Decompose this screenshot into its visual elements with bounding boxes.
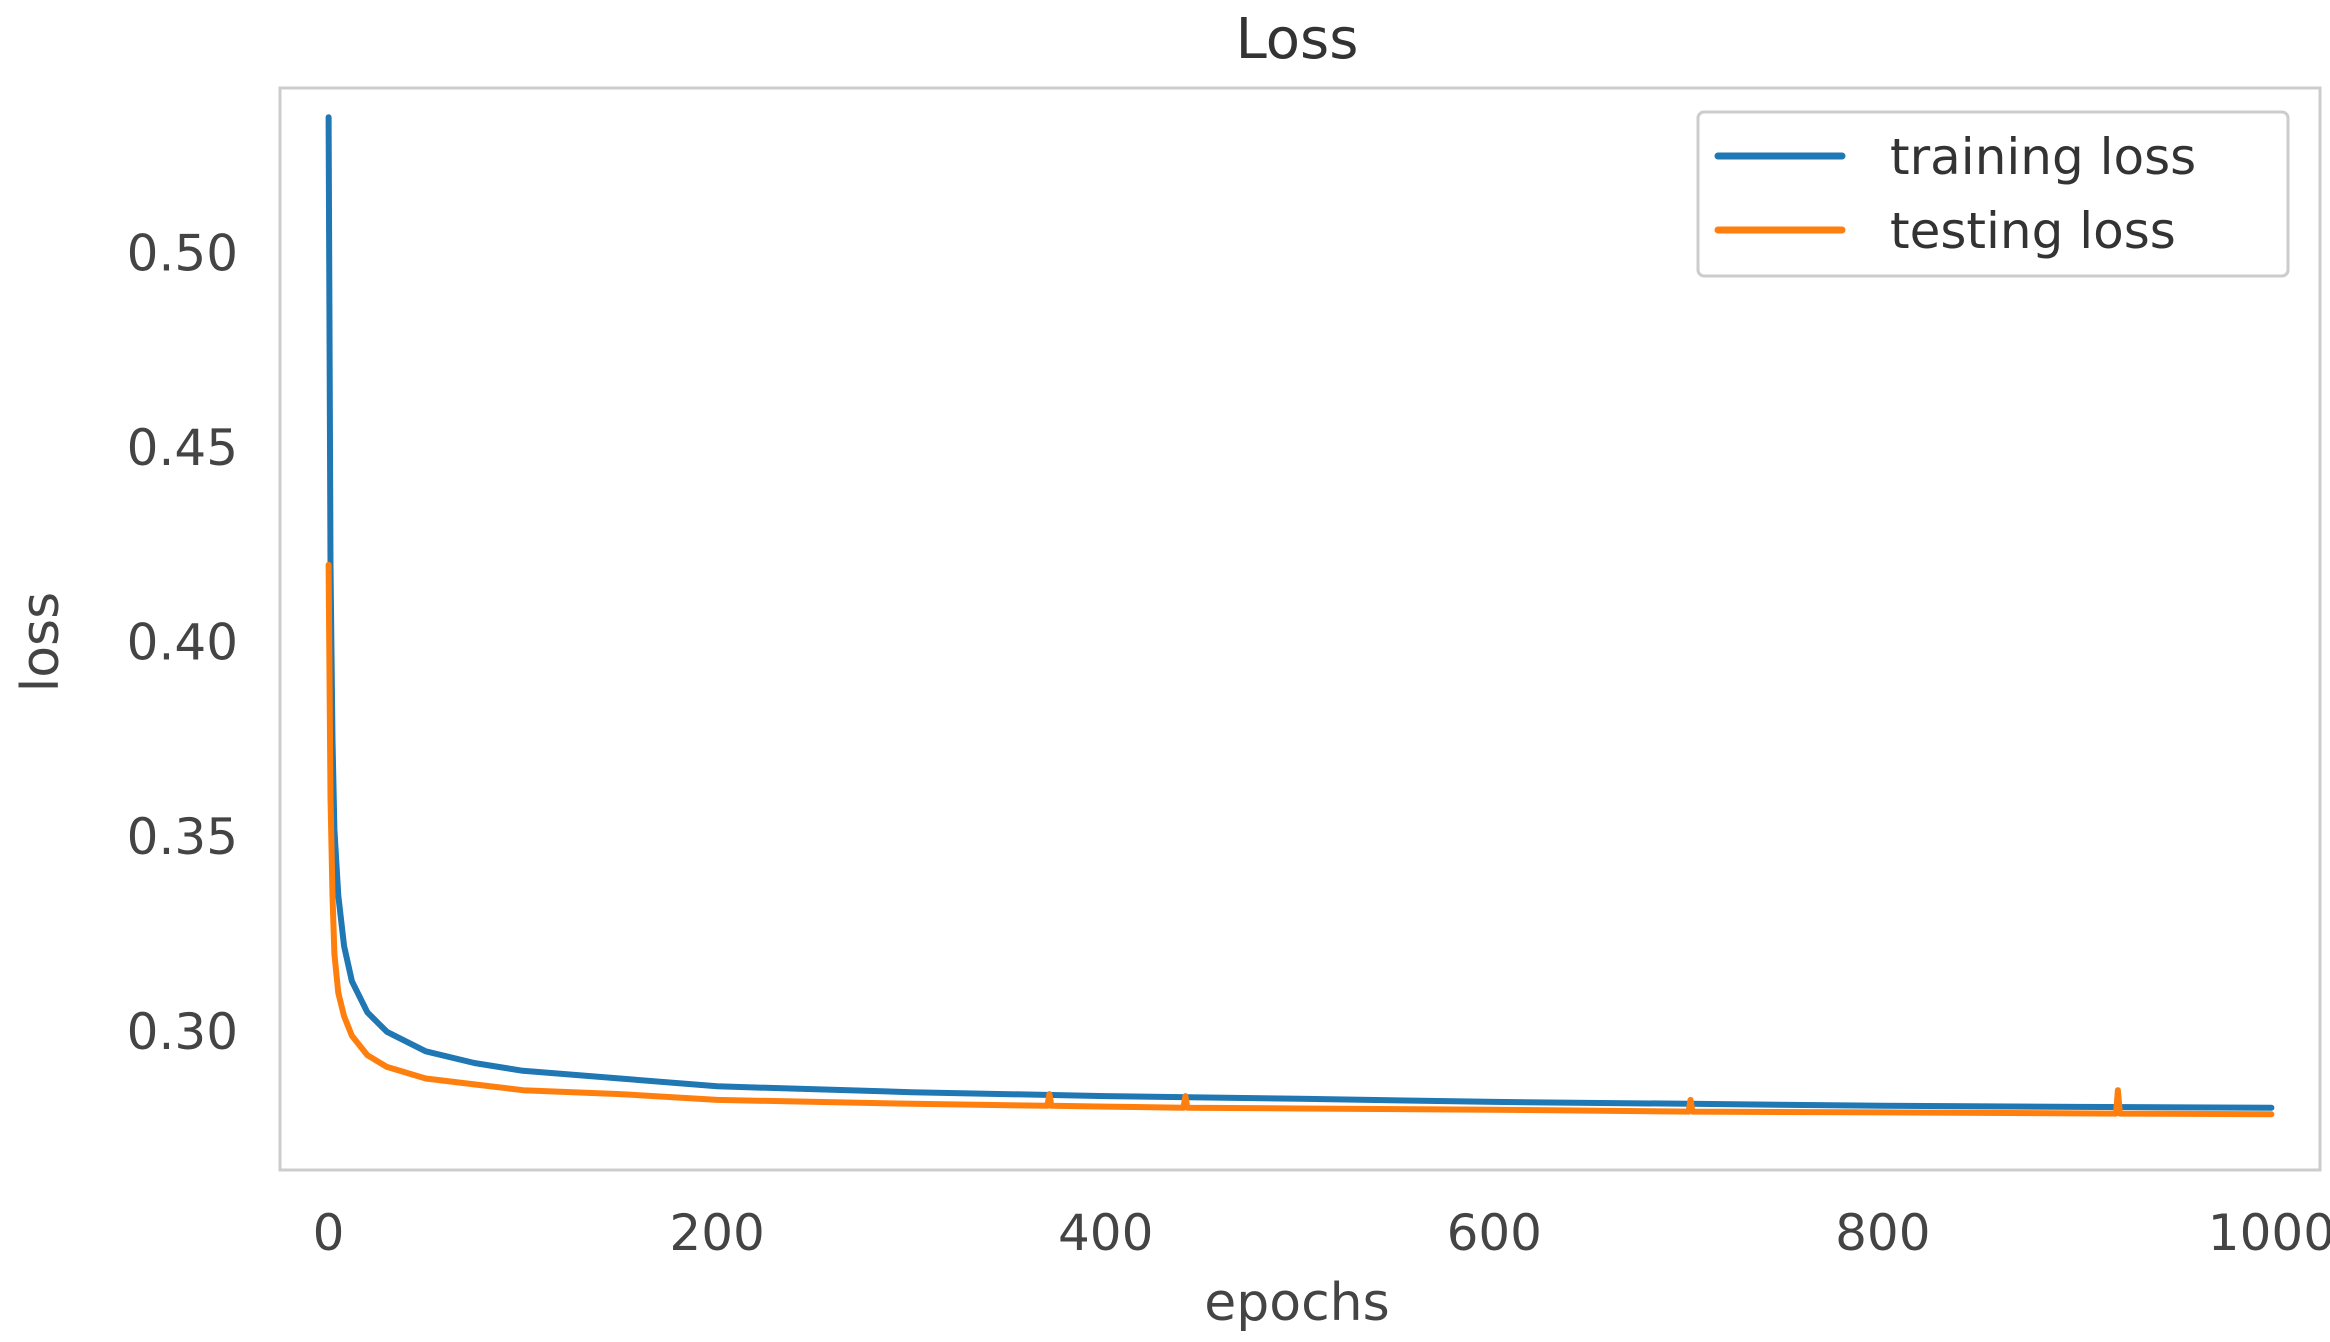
- y-tick-label-0.35: 0.35: [127, 808, 238, 866]
- chart-title: Loss: [1236, 7, 1359, 72]
- x-tick-label-200: 200: [669, 1204, 764, 1262]
- x-tick-label-1000: 1000: [2208, 1204, 2330, 1262]
- x-tick-label-600: 600: [1447, 1204, 1542, 1262]
- legend-label-training-loss: training loss: [1890, 128, 2196, 186]
- series-line-testing-loss: [325, 561, 2275, 1118]
- x-tick-label-800: 800: [1835, 1204, 1930, 1262]
- y-tick-label-0.50: 0.50: [127, 224, 238, 282]
- y-axis-ticks: 0.30 0.35 0.40 0.45 0.50: [127, 224, 238, 1060]
- y-tick-label-0.40: 0.40: [127, 614, 238, 672]
- x-tick-label-400: 400: [1058, 1204, 1153, 1262]
- legend: training loss testing loss: [1696, 110, 2290, 278]
- y-tick-label-0.30: 0.30: [127, 1003, 238, 1061]
- y-axis-label: loss: [11, 592, 71, 692]
- x-axis-ticks: 0 200 400 600 800 1000: [313, 1204, 2330, 1262]
- x-tick-label-0: 0: [313, 1204, 345, 1262]
- x-axis-label: epochs: [1204, 1273, 1389, 1333]
- plot-frame: [278, 86, 2322, 1172]
- series-layer: [325, 114, 2275, 1118]
- series-line-training-loss: [325, 114, 2275, 1111]
- legend-box: [1696, 110, 2290, 278]
- y-tick-label-0.45: 0.45: [127, 419, 238, 477]
- legend-label-testing-loss: testing loss: [1890, 202, 2176, 260]
